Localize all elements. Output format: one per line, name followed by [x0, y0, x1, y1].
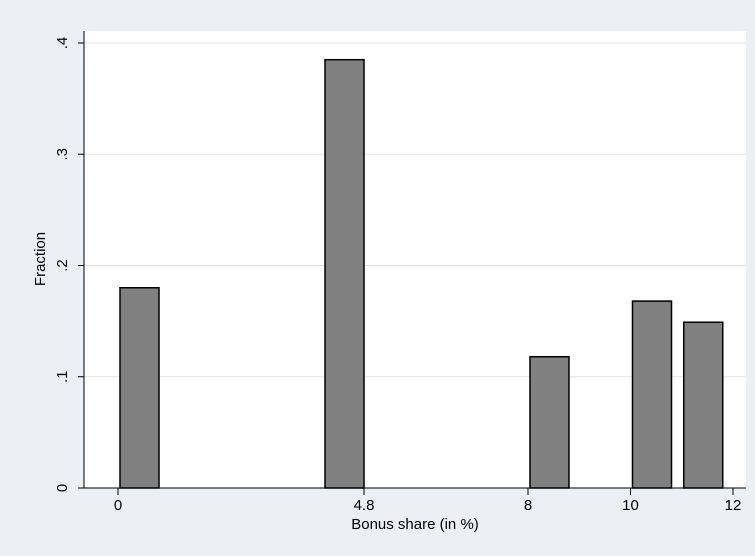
bars	[119, 58, 724, 489]
x-ticks: 0 4.8 8 10 12	[114, 488, 742, 514]
y-tick-label: .4	[54, 37, 71, 50]
y-tick-label: .2	[54, 259, 71, 272]
y-tick-label: .1	[54, 370, 71, 383]
histogram-bar	[324, 58, 365, 489]
histogram-bar	[529, 355, 570, 489]
x-tick-label: 0	[114, 497, 122, 514]
y-ticks: 0 .1 .2 .3 .4	[54, 37, 84, 492]
histogram-bar	[119, 287, 160, 489]
histogram-bar	[683, 321, 724, 489]
x-tick-label: 12	[725, 497, 742, 514]
y-axis-title: Fraction	[32, 232, 49, 286]
x-tick-label: 8	[524, 497, 532, 514]
y-tick-label: 0	[54, 484, 71, 492]
x-tick-label: 4.8	[354, 497, 375, 514]
x-axis-title: Bonus share (in %)	[351, 516, 479, 533]
y-tick-label: .3	[54, 148, 71, 161]
histogram-bar	[631, 300, 673, 489]
x-tick-label: 10	[622, 497, 639, 514]
